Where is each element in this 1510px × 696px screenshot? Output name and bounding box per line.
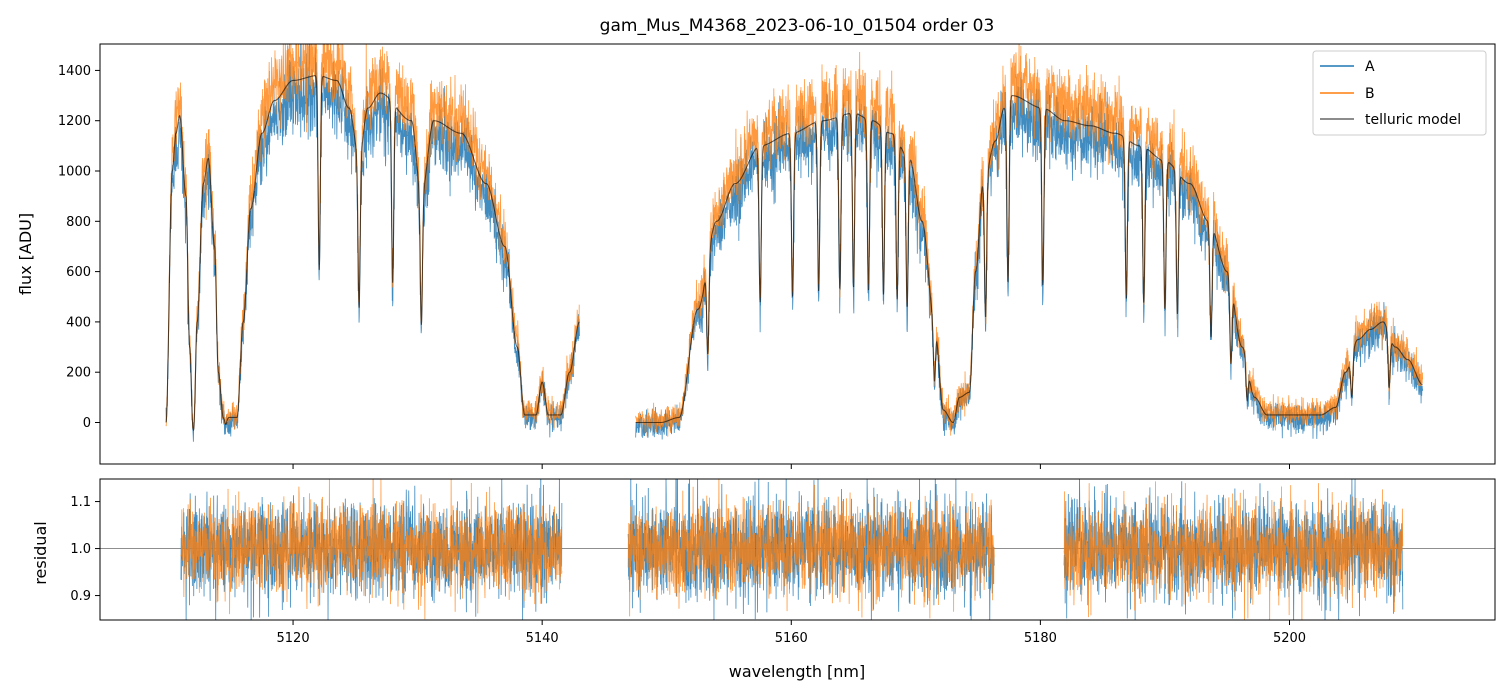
flux-y-tick-label: 800 <box>66 215 91 230</box>
series-B-flux-line <box>165 44 1424 437</box>
chart-title: gam_Mus_M4368_2023-06-10_01504 order 03 <box>600 16 995 36</box>
residual-x-axis: 5120 5140 5160 5180 5200 <box>277 620 1306 646</box>
residual-y-axis: 0.9 1.0 1.1 <box>70 495 100 604</box>
telluric-model-line <box>165 75 1423 432</box>
flux-panel: 0 200 400 600 800 1000 1200 1400 flux [ADU] A B… <box>16 43 1496 469</box>
flux-y-tick-label: 200 <box>66 366 91 381</box>
residual-y-tick-label: 1.0 <box>70 542 91 557</box>
x-tick-label: 5200 <box>1273 631 1306 646</box>
legend-label-A: A <box>1365 59 1375 75</box>
flux-y-tick-label: 1000 <box>58 165 91 180</box>
residual-y-tick-label: 1.1 <box>70 495 91 510</box>
residual-y-tick-label: 0.9 <box>70 589 91 604</box>
residual-axes-frame <box>99 478 1496 621</box>
residual-plot-area <box>100 479 1495 620</box>
flux-axes-frame <box>99 43 1496 465</box>
flux-y-axis-label: flux [ADU] <box>16 213 35 295</box>
flux-y-tick-label: 1400 <box>58 64 91 79</box>
x-tick-label: 5140 <box>526 631 559 646</box>
x-axis-label: wavelength [nm] <box>729 662 866 681</box>
residual-series-B-line <box>180 479 1404 620</box>
x-tick-label: 5160 <box>775 631 808 646</box>
x-tick-label: 5120 <box>277 631 310 646</box>
flux-y-axis: 0 200 400 600 800 1000 1200 1400 <box>58 64 100 431</box>
flux-y-tick-label: 1200 <box>58 114 91 129</box>
residual-series <box>180 479 1404 620</box>
residual-y-axis-label: residual <box>31 521 50 584</box>
flux-y-tick-label: 400 <box>66 315 91 330</box>
legend: A B telluric model <box>1312 50 1487 136</box>
flux-y-tick-label: 600 <box>66 265 91 280</box>
x-tick-label: 5180 <box>1024 631 1057 646</box>
flux-y-tick-label: 0 <box>83 416 91 431</box>
legend-label-telluric-model: telluric model <box>1365 112 1461 128</box>
residual-panel: 0.91.01.1 5120 5140 5160 5180 5200 residual … <box>31 478 1496 681</box>
legend-label-B: B <box>1365 86 1375 102</box>
flux-plot-area <box>165 44 1424 442</box>
legend-frame <box>1312 50 1487 136</box>
flux-x-axis <box>292 464 1290 469</box>
